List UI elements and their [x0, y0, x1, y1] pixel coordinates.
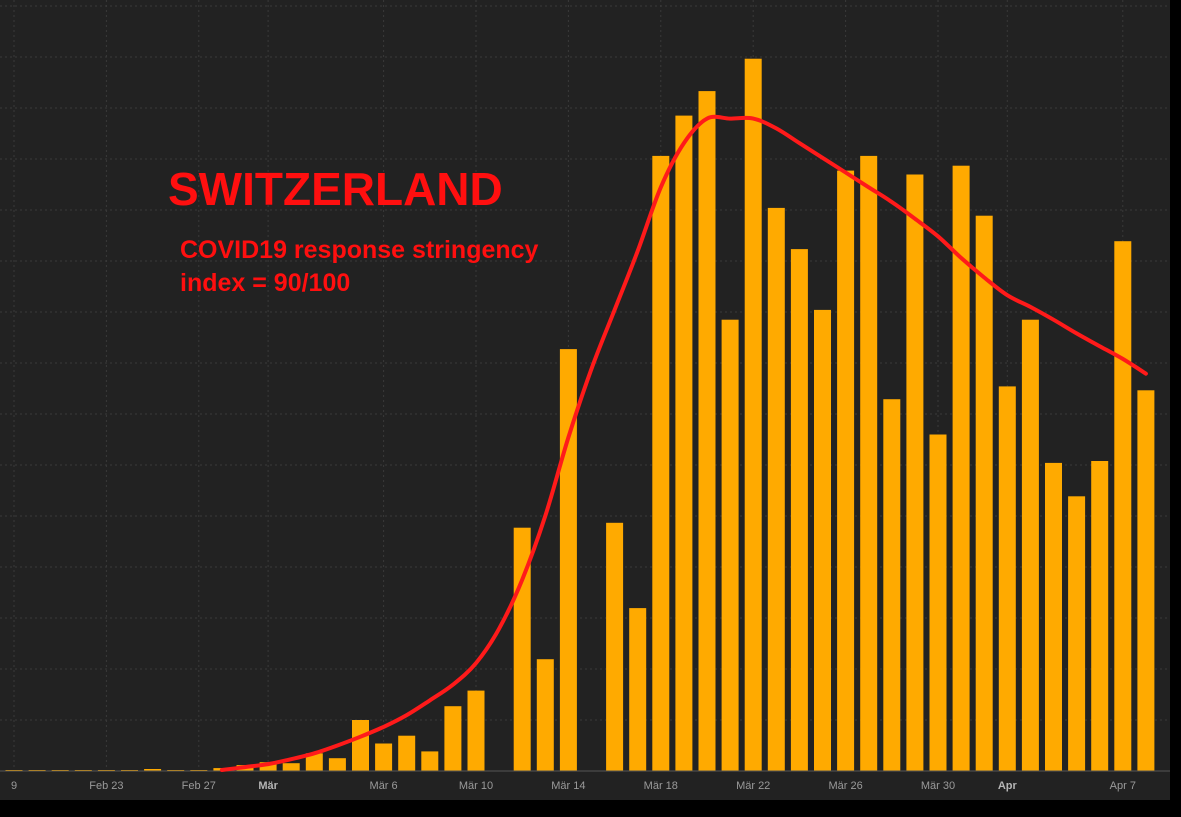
- bar: [744, 58, 762, 771]
- x-tick-label: 9: [11, 780, 17, 792]
- x-tick-label: Mär 26: [828, 780, 862, 792]
- x-tick-labels: 9 Feb 23 Feb 27 Mär Mär 6 Mär 10 Mär 14 Mär 18 M…: [11, 780, 1136, 792]
- trend-line: [219, 114, 1148, 772]
- bar: [1068, 496, 1086, 771]
- bar: [259, 762, 277, 771]
- bar: [998, 386, 1016, 771]
- bar: [536, 659, 554, 771]
- bar: [837, 170, 855, 772]
- bar: [721, 319, 739, 771]
- bar: [767, 207, 785, 771]
- bar: [421, 751, 439, 771]
- bar: [675, 115, 693, 772]
- bar: [305, 753, 323, 771]
- bar: [398, 735, 416, 771]
- x-tick-label: Mär 10: [459, 780, 493, 792]
- x-tick-label: Feb 23: [89, 780, 123, 792]
- bar: [814, 309, 831, 771]
- bar: [1021, 319, 1039, 771]
- bar: [860, 155, 878, 771]
- bar: [906, 174, 924, 771]
- plot-background: [0, 0, 1170, 800]
- bar: [375, 743, 393, 771]
- bar: [144, 769, 162, 771]
- bar: [975, 215, 993, 771]
- x-tick-label: Feb 27: [182, 780, 216, 792]
- bar: [606, 522, 624, 771]
- bar: [328, 758, 346, 771]
- bar: [652, 155, 670, 771]
- bar: [790, 249, 808, 772]
- bar: [952, 165, 970, 771]
- bar: [467, 690, 485, 771]
- chart-title: SWITZERLAND: [168, 163, 503, 215]
- bar: [1137, 390, 1155, 771]
- bar: [698, 91, 716, 772]
- bar: [629, 608, 647, 771]
- bar: [352, 720, 369, 771]
- x-tick-label: Mär 22: [736, 780, 770, 792]
- subtitle-line-1: COVID19 response stringency: [180, 236, 539, 264]
- x-tick-label: Mär 14: [551, 780, 585, 792]
- x-tick-label: Apr: [998, 780, 1018, 792]
- subtitle-line-2: index = 90/100: [180, 269, 351, 297]
- bar: [1114, 241, 1132, 771]
- x-tick-label: Apr 7: [1110, 780, 1136, 792]
- x-tick-label: Mär 6: [370, 780, 398, 792]
- x-tick-label: Mär: [258, 780, 278, 792]
- chart-subtitle: COVID19 response stringency index = 90/1…: [180, 234, 538, 300]
- bar: [929, 434, 947, 771]
- x-tick-label: Mär 30: [921, 780, 955, 792]
- bar: [444, 706, 462, 771]
- bar: [1091, 461, 1109, 771]
- bar: [883, 399, 901, 771]
- x-tick-label: Mär 18: [644, 780, 678, 792]
- bar: [1045, 462, 1062, 771]
- bar: [282, 763, 300, 771]
